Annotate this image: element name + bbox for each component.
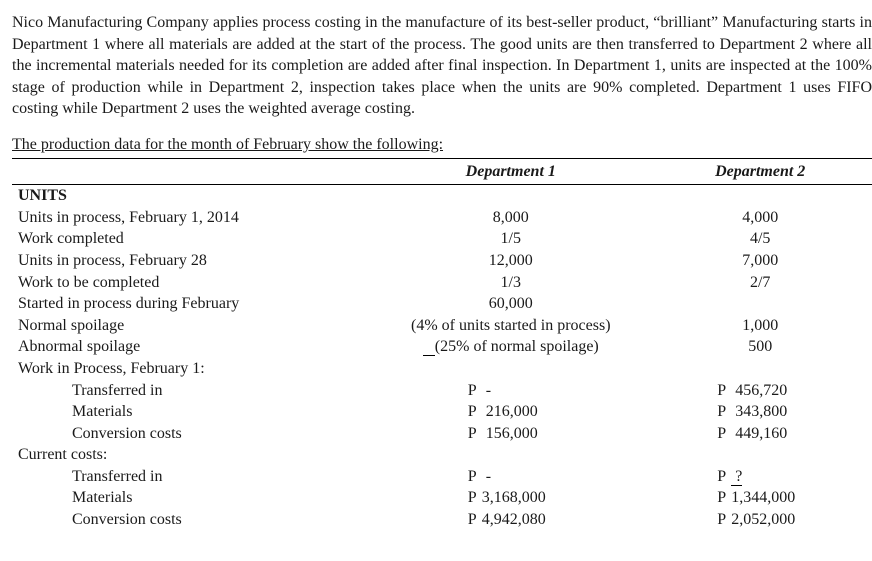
table-row: Units in process, February 28 12,000 7,0… bbox=[12, 250, 872, 272]
table-row: Conversion costs P 156,000 P 449,160 bbox=[12, 423, 872, 445]
table-row: Transferred in P - P ? bbox=[12, 466, 872, 488]
table-intro: The production data for the month of Feb… bbox=[12, 134, 872, 156]
row-d1: P4,942,080 bbox=[373, 509, 648, 531]
row-d2: P 343,800 bbox=[648, 401, 872, 423]
row-d1: (4% of units started in process) bbox=[373, 315, 648, 337]
table-row: Transferred in P - P 456,720 bbox=[12, 380, 872, 402]
row-d1: P - bbox=[373, 380, 648, 402]
col-header-d1: Department 1 bbox=[373, 158, 648, 185]
row-d2: 500 bbox=[648, 336, 872, 358]
table-row: Abnormal spoilage (25% of normal spoilag… bbox=[12, 336, 872, 358]
section-current: Current costs: bbox=[12, 444, 872, 466]
row-d2 bbox=[648, 293, 872, 315]
row-d1: (25% of normal spoilage) bbox=[373, 336, 648, 358]
table-header-row: Department 1 Department 2 bbox=[12, 158, 872, 185]
problem-paragraph: Nico Manufacturing Company applies proce… bbox=[12, 12, 872, 120]
row-d2: P1,344,000 bbox=[648, 487, 872, 509]
row-label: Materials bbox=[12, 487, 373, 509]
row-d1: P - bbox=[373, 466, 648, 488]
row-d1: 8,000 bbox=[373, 207, 648, 229]
table-row: Work completed 1/5 4/5 bbox=[12, 228, 872, 250]
row-d2: P 449,160 bbox=[648, 423, 872, 445]
row-d2: P 456,720 bbox=[648, 380, 872, 402]
table-row: Units in process, February 1, 2014 8,000… bbox=[12, 207, 872, 229]
row-d2: P2,052,000 bbox=[648, 509, 872, 531]
row-label: Normal spoilage bbox=[12, 315, 373, 337]
row-label: Units in process, February 28 bbox=[12, 250, 373, 272]
table-row: Materials P3,168,000 P1,344,000 bbox=[12, 487, 872, 509]
row-d2: 7,000 bbox=[648, 250, 872, 272]
row-d1: 1/5 bbox=[373, 228, 648, 250]
table-row: Normal spoilage (4% of units started in … bbox=[12, 315, 872, 337]
production-table: Department 1 Department 2 UNITS Units in… bbox=[12, 158, 872, 531]
table-row: Materials P 216,000 P 343,800 bbox=[12, 401, 872, 423]
row-d2: 4/5 bbox=[648, 228, 872, 250]
row-label: Transferred in bbox=[12, 380, 373, 402]
row-label: Work completed bbox=[12, 228, 373, 250]
row-label: Started in process during February bbox=[12, 293, 373, 315]
row-d1: 1/3 bbox=[373, 272, 648, 294]
row-d1: P 216,000 bbox=[373, 401, 648, 423]
row-d1: P 156,000 bbox=[373, 423, 648, 445]
row-d1: P3,168,000 bbox=[373, 487, 648, 509]
row-label: Units in process, February 1, 2014 bbox=[12, 207, 373, 229]
row-label: Work to be completed bbox=[12, 272, 373, 294]
row-d2: 2/7 bbox=[648, 272, 872, 294]
table-row: Work to be completed 1/3 2/7 bbox=[12, 272, 872, 294]
col-header-d2: Department 2 bbox=[648, 158, 872, 185]
row-d1: 60,000 bbox=[373, 293, 648, 315]
row-d2: 4,000 bbox=[648, 207, 872, 229]
section-units: UNITS bbox=[12, 185, 872, 207]
row-label: Conversion costs bbox=[12, 509, 373, 531]
table-row: Conversion costs P4,942,080 P2,052,000 bbox=[12, 509, 872, 531]
row-d1: 12,000 bbox=[373, 250, 648, 272]
row-label: Transferred in bbox=[12, 466, 373, 488]
row-label: Abnormal spoilage bbox=[12, 336, 373, 358]
row-d2: P ? bbox=[648, 466, 872, 488]
section-wip: Work in Process, February 1: bbox=[12, 358, 872, 380]
row-label: Materials bbox=[12, 401, 373, 423]
table-row: Started in process during February 60,00… bbox=[12, 293, 872, 315]
row-d2: 1,000 bbox=[648, 315, 872, 337]
row-label: Conversion costs bbox=[12, 423, 373, 445]
